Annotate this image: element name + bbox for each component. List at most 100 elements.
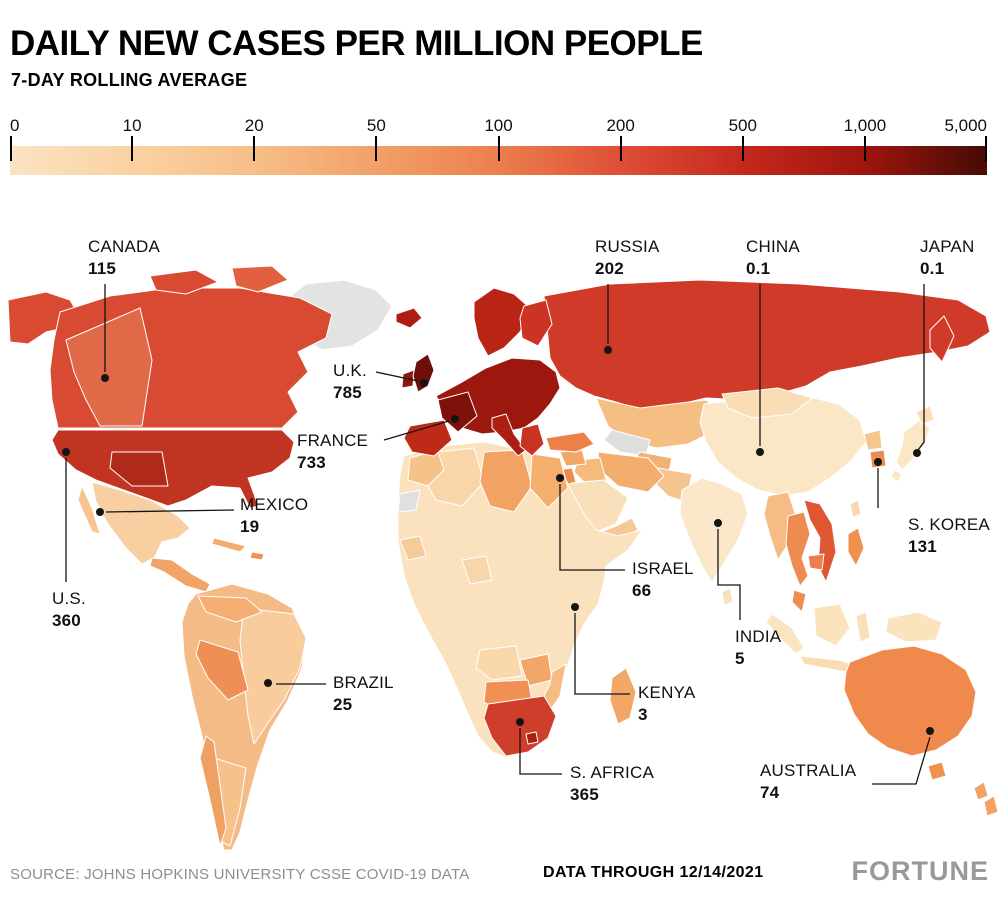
dot-australia <box>926 727 934 735</box>
country-senegal-area <box>399 535 427 561</box>
country-name: JAPAN <box>920 237 975 256</box>
country-sri-lanka <box>721 587 734 606</box>
country-value: 0.1 <box>746 259 771 279</box>
label-canada: CANADA 115 <box>88 236 160 280</box>
country-russia <box>543 279 991 411</box>
region-borneo <box>813 603 851 647</box>
label-s-korea: S. KOREA 131 <box>908 514 990 558</box>
label-france: FRANCE 733 <box>297 430 368 474</box>
country-name: KENYA <box>638 683 696 702</box>
region-sulawesi <box>855 611 871 643</box>
region-us-southwest <box>109 451 169 487</box>
legend-gradient-bar <box>10 136 987 175</box>
country-iceland <box>395 307 423 329</box>
leader-australia <box>872 736 931 785</box>
country-chile <box>199 735 227 847</box>
country-malaysia <box>791 589 807 613</box>
country-value: 360 <box>52 611 81 631</box>
page-subtitle: 7-DAY ROLLING AVERAGE <box>11 70 248 90</box>
country-thailand <box>785 511 811 587</box>
leader-india <box>717 529 741 620</box>
country-turkmenistan <box>603 429 651 457</box>
data-through-note: DATA THROUGH 12/14/2021 <box>543 864 764 881</box>
country-cambodia <box>807 553 825 571</box>
leader-kenya <box>574 613 630 695</box>
country-new-zealand-south <box>983 795 999 817</box>
label-us: U.S. 360 <box>52 588 86 632</box>
dot-israel <box>556 474 564 482</box>
legend-tick-label: 200 <box>606 116 635 135</box>
country-value: 25 <box>333 695 353 715</box>
leader-s-africa <box>519 728 562 775</box>
country-name: MEXICO <box>240 495 309 514</box>
legend-tick-label: 0 <box>10 116 20 135</box>
legend-tick-label: 20 <box>244 116 264 135</box>
country-philippines <box>847 527 865 567</box>
region-balkans <box>519 423 545 457</box>
country-uk <box>412 353 435 393</box>
country-value: 131 <box>908 537 937 557</box>
country-spain-portugal <box>403 419 453 457</box>
country-lesotho <box>525 731 539 745</box>
legend-tick <box>375 136 378 161</box>
region-arctic-island-2 <box>231 265 289 293</box>
country-hispaniola <box>249 551 265 561</box>
dot-russia <box>604 346 612 354</box>
legend-tick-label: 50 <box>366 116 386 135</box>
legend-tick <box>863 136 866 161</box>
continent-africa <box>397 441 643 759</box>
country-value: 3 <box>638 705 648 725</box>
country-name: S. AFRICA <box>570 763 654 782</box>
country-brazil <box>239 607 307 745</box>
dot-uk <box>420 379 428 387</box>
country-new-zealand-north <box>973 781 989 801</box>
country-name: INDIA <box>735 627 782 646</box>
country-syria <box>559 449 587 467</box>
country-western-sahara <box>397 489 421 513</box>
label-kenya: KENYA 3 <box>638 682 695 726</box>
fortune-logo: FORTUNE <box>851 856 989 886</box>
dot-kenya <box>571 603 579 611</box>
dot-mexico <box>96 508 104 516</box>
country-name: AUSTRALIA <box>760 761 857 780</box>
region-arctic-island-1 <box>149 269 219 295</box>
legend-tick-label: 500 <box>728 116 757 135</box>
label-india: INDIA 5 <box>735 626 781 670</box>
legend-tick <box>10 136 12 161</box>
dot-s-korea <box>874 458 882 466</box>
label-s-africa: S. AFRICA 365 <box>570 762 654 806</box>
country-japan <box>895 419 931 471</box>
dot-china <box>756 448 764 456</box>
label-mexico: MEXICO 19 <box>240 494 308 538</box>
country-nigeria <box>461 555 493 585</box>
country-name: BRAZIL <box>333 673 394 692</box>
legend-tick-label: 5,000 <box>944 116 987 135</box>
dot-us <box>62 448 70 456</box>
dot-canada <box>101 374 109 382</box>
country-name: RUSSIA <box>595 237 660 256</box>
country-finland <box>519 299 553 347</box>
region-baja <box>77 485 101 535</box>
country-value: 0.1 <box>920 259 945 279</box>
country-value: 66 <box>632 581 652 601</box>
legend-tick-label: 100 <box>484 116 513 135</box>
legend-tick-label: 10 <box>122 116 142 135</box>
country-mexico <box>91 481 191 565</box>
country-turkey <box>545 431 595 453</box>
country-value: 5 <box>735 649 745 669</box>
label-brazil: BRAZIL 25 <box>333 672 394 716</box>
country-italy <box>491 413 527 457</box>
legend-tick <box>253 136 256 161</box>
country-algeria <box>427 447 485 507</box>
region-new-guinea <box>885 611 943 643</box>
leader-japan <box>917 284 925 451</box>
leader-uk <box>375 371 419 382</box>
leader-mexico <box>105 509 235 513</box>
country-name: U.K. <box>333 361 367 380</box>
region-sumatra <box>765 613 805 655</box>
country-name: ISRAEL <box>632 559 694 578</box>
country-china <box>699 393 867 497</box>
legend-tick <box>985 136 987 161</box>
